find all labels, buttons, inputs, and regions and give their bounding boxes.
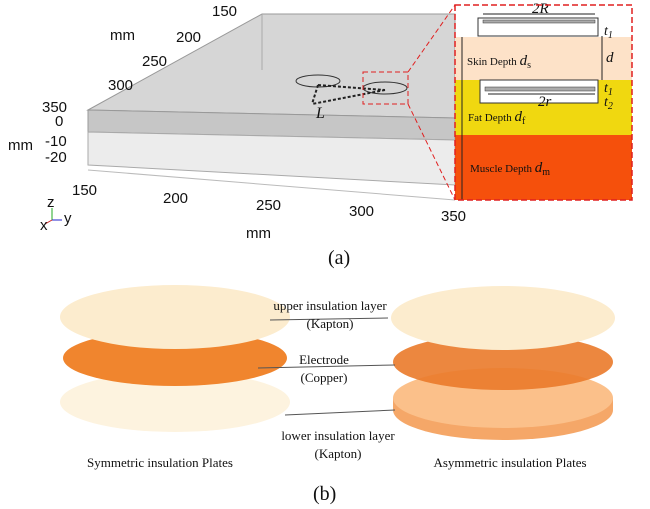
x-tick-label: 350 bbox=[441, 208, 466, 225]
gap: d bbox=[606, 50, 614, 66]
triad-z: z bbox=[47, 194, 55, 211]
x-tick-label: 150 bbox=[72, 182, 97, 199]
y-tick-label: 150 bbox=[212, 3, 237, 20]
x-tick-label: 250 bbox=[256, 197, 281, 214]
big-diameter: 2R bbox=[532, 1, 549, 17]
z-tick-label: -20 bbox=[45, 149, 67, 166]
panel-b: upper insulation layer (Kapton) Electrod… bbox=[60, 285, 615, 505]
y-unit: mm bbox=[110, 27, 135, 44]
small-diameter: 2r bbox=[538, 94, 552, 110]
z-tick-label: -10 bbox=[45, 133, 67, 150]
panel-label: (a) bbox=[328, 247, 350, 269]
electrode-label: Electrode bbox=[299, 352, 349, 367]
x-tick-label: 200 bbox=[163, 190, 188, 207]
upper-plate-right bbox=[391, 286, 615, 350]
y-tick-label: 300 bbox=[108, 77, 133, 94]
x-tick-label: 300 bbox=[349, 203, 374, 220]
electrode-material: (Copper) bbox=[301, 370, 348, 385]
figure: L 150 200 250 300 350 mm 0 -10 -20 mm 15… bbox=[0, 0, 650, 509]
upper-layer-label: upper insulation layer bbox=[273, 298, 387, 313]
upper-layer-material: (Kapton) bbox=[307, 316, 354, 331]
box-lower bbox=[88, 132, 455, 185]
lower-layer-material: (Kapton) bbox=[315, 446, 362, 461]
upper-plate-left bbox=[60, 285, 290, 349]
left-caption: Symmetric insulation Plates bbox=[87, 455, 233, 470]
right-caption: Asymmetric insulation Plates bbox=[433, 455, 586, 470]
z-unit: mm bbox=[8, 137, 33, 154]
panel-a: L 150 200 250 300 350 mm 0 -10 -20 mm 15… bbox=[8, 1, 632, 269]
lower-layer-label: lower insulation layer bbox=[281, 428, 395, 443]
x-unit: mm bbox=[246, 225, 271, 242]
y-tick-label: 200 bbox=[176, 29, 201, 46]
triad-x: x bbox=[40, 217, 48, 234]
top-thickness: t1 bbox=[604, 24, 613, 41]
triad-y: y bbox=[64, 210, 72, 227]
distance-label: L bbox=[315, 105, 325, 122]
panel-label: (b) bbox=[313, 483, 336, 505]
z-tick-label: 0 bbox=[55, 113, 63, 130]
y-tick-label: 250 bbox=[142, 53, 167, 70]
